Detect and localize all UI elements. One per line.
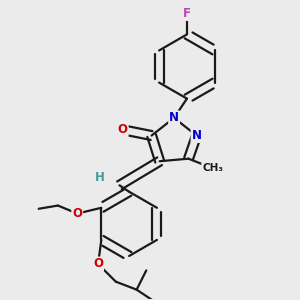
Text: O: O (72, 207, 82, 220)
Text: F: F (183, 7, 191, 20)
Text: O: O (118, 123, 128, 136)
Text: H: H (95, 171, 105, 184)
Text: CH₃: CH₃ (202, 163, 223, 173)
Text: O: O (93, 257, 103, 271)
Text: N: N (169, 111, 179, 124)
Text: N: N (192, 129, 202, 142)
